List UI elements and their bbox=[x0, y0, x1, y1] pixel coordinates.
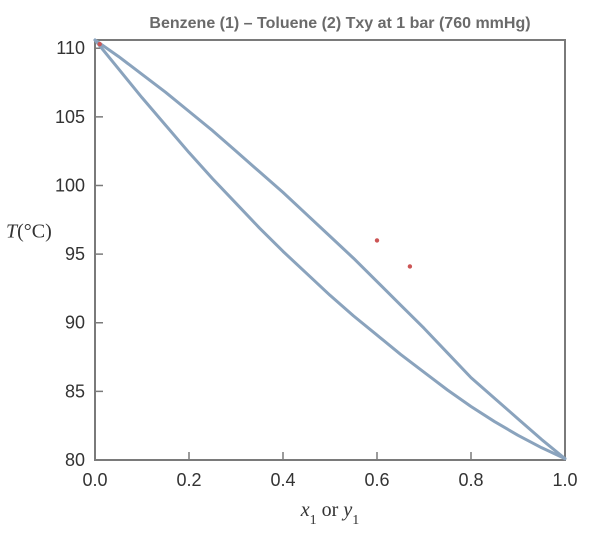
txy-chart: 80 85 90 95 100 105 110 0.0 0.2 0.4 0.6 0.8 1.0 Benze… bbox=[0, 0, 602, 548]
y-tick-label: 90 bbox=[65, 313, 85, 333]
y-tick-label: 85 bbox=[65, 381, 85, 401]
y-axis-label: T(°C) bbox=[6, 220, 52, 242]
y-tick-label: 105 bbox=[55, 107, 85, 127]
y-tick-label: 110 bbox=[56, 38, 85, 58]
x-tick-label: 0.2 bbox=[176, 470, 201, 490]
y-tick-label: 95 bbox=[65, 244, 85, 264]
data-marker bbox=[98, 42, 102, 46]
x-tick-label: 0.6 bbox=[364, 470, 389, 490]
y-tick-label: 100 bbox=[55, 175, 85, 195]
x-tick-label: 0.8 bbox=[458, 470, 483, 490]
x-tick-label: 0.0 bbox=[82, 470, 107, 490]
data-marker bbox=[375, 238, 379, 242]
x-tick-label: 0.4 bbox=[270, 470, 295, 490]
data-marker bbox=[408, 264, 412, 268]
x-tick-label: 1.0 bbox=[552, 470, 577, 490]
chart-title: Benzene (1) – Toluene (2) Txy at 1 bar (… bbox=[149, 15, 530, 32]
y-tick-label: 80 bbox=[65, 450, 85, 470]
x-axis-label: x1 or y1 bbox=[300, 499, 359, 528]
